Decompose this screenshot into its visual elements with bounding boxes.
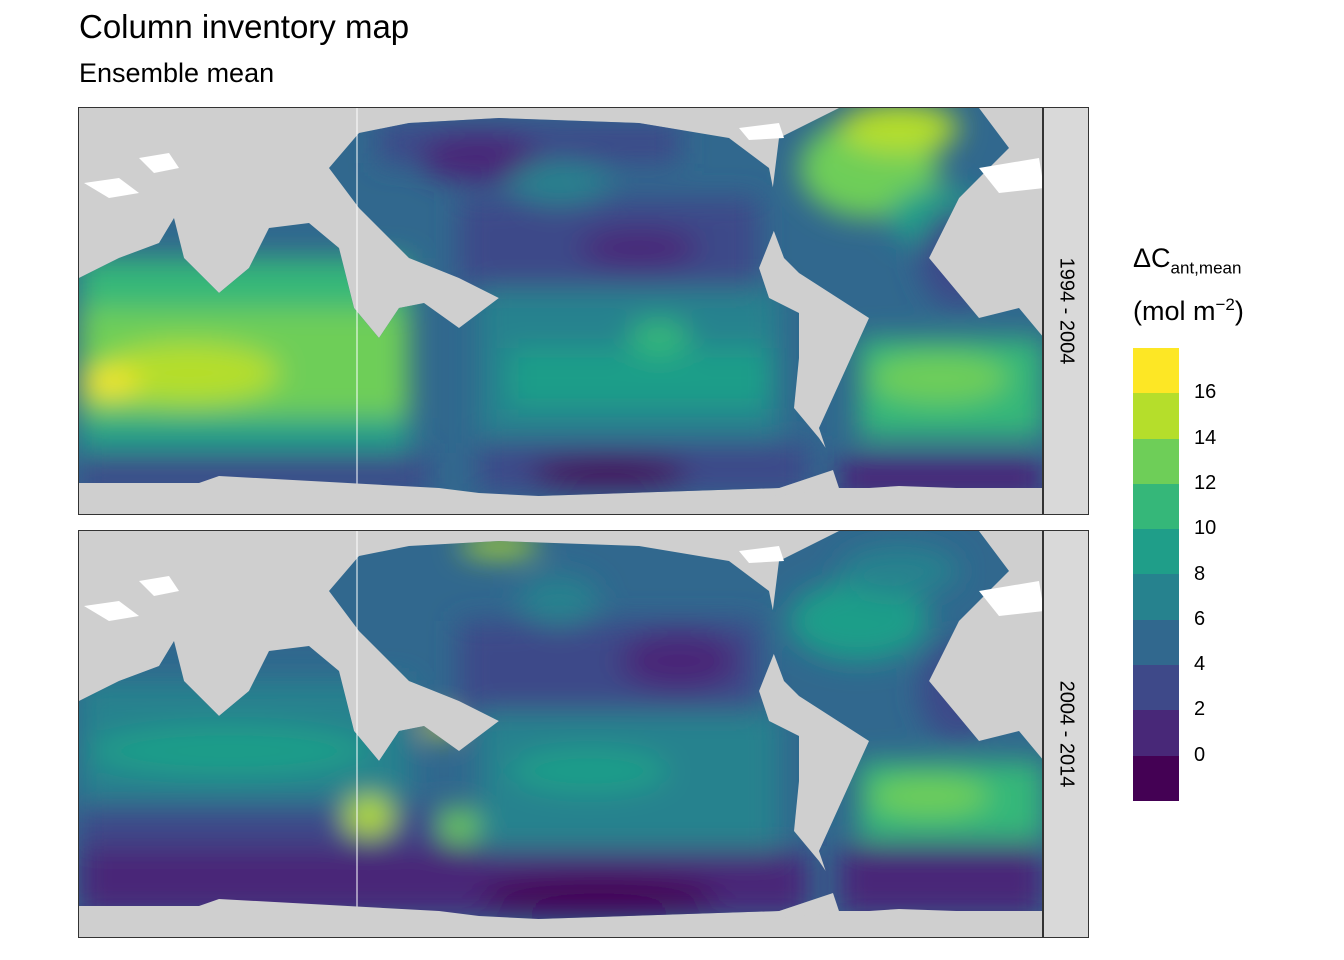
legend-tick-label: 4 xyxy=(1194,653,1206,676)
legend-unit: (mol m−2) xyxy=(1133,295,1244,326)
legend-swatch xyxy=(1133,393,1179,439)
legend-swatch xyxy=(1133,529,1179,575)
chart-title: Column inventory map xyxy=(79,8,410,45)
legend-tick-label: 2 xyxy=(1194,698,1206,721)
legend-swatch xyxy=(1133,574,1179,620)
map-panel-2004-2014 xyxy=(78,530,1043,938)
legend-swatch xyxy=(1133,483,1179,530)
panel-strip-2004-2014: 2004 - 2014 xyxy=(1043,530,1089,938)
chart-subtitle: Ensemble mean xyxy=(79,58,275,88)
legend-tick-label: 10 xyxy=(1194,517,1217,540)
legend-swatch xyxy=(1133,438,1179,484)
legend-title: ΔCant,mean xyxy=(1133,243,1242,278)
panel-label-2004-2014: 2004 - 2014 xyxy=(1055,680,1078,788)
legend-tick-label: 8 xyxy=(1194,562,1206,585)
legend-swatch xyxy=(1133,665,1179,711)
panel-label-1994-2004: 1994 - 2004 xyxy=(1055,257,1078,365)
legend-tick-label: 14 xyxy=(1194,426,1217,449)
legend-tick-label: 0 xyxy=(1194,743,1206,766)
legend-swatch xyxy=(1133,348,1179,394)
legend-colorbar xyxy=(1133,348,1179,801)
map-panel-1994-2004 xyxy=(78,107,1043,515)
legend-swatch xyxy=(1133,619,1179,666)
panel-strip-1994-2004: 1994 - 2004 xyxy=(1043,107,1089,515)
legend-tick-label: 6 xyxy=(1194,607,1206,630)
legend-swatch xyxy=(1133,755,1179,801)
legend-swatch xyxy=(1133,710,1179,756)
legend-tick-label: 16 xyxy=(1194,381,1217,404)
legend-tick-label: 12 xyxy=(1194,471,1217,494)
